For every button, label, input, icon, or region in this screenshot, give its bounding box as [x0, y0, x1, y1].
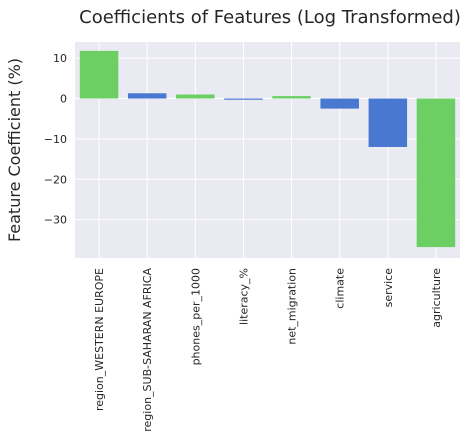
y-tick-label: 10 [53, 52, 67, 65]
x-tick-label: service [382, 268, 395, 308]
bar [416, 98, 456, 248]
y-axis-label: Feature Coefficient (%) [5, 58, 24, 242]
bar [320, 98, 359, 109]
bar [272, 96, 311, 99]
bar [176, 94, 215, 99]
y-axis-ticks: 10 0 −10 −20 −30 [44, 52, 67, 226]
chart-title: Coefficients of Features (Log Transforme… [79, 7, 461, 28]
bar [127, 93, 167, 99]
plot-area [75, 42, 460, 258]
x-tick-label: literacy_% [237, 268, 250, 325]
bar [224, 98, 263, 100]
x-tick-label: climate [334, 268, 347, 309]
x-tick-label: region_WESTERN EUROPE [93, 268, 106, 411]
bars [79, 50, 456, 248]
bar [368, 98, 408, 147]
x-tick-label: net_migration [286, 268, 299, 345]
y-tick-label: −30 [44, 214, 67, 227]
x-tick-label: phones_per_1000 [189, 268, 202, 365]
bar [79, 50, 119, 99]
x-axis-ticks: region_WESTERN EUROPE region_SUB-SAHARAN … [93, 268, 443, 432]
y-tick-label: −20 [44, 173, 67, 186]
y-tick-label: 0 [60, 93, 67, 106]
x-tick-label: region_SUB-SAHARAN AFRICA [141, 268, 154, 432]
y-tick-label: −10 [44, 133, 67, 146]
x-tick-label: agriculture [430, 268, 443, 328]
